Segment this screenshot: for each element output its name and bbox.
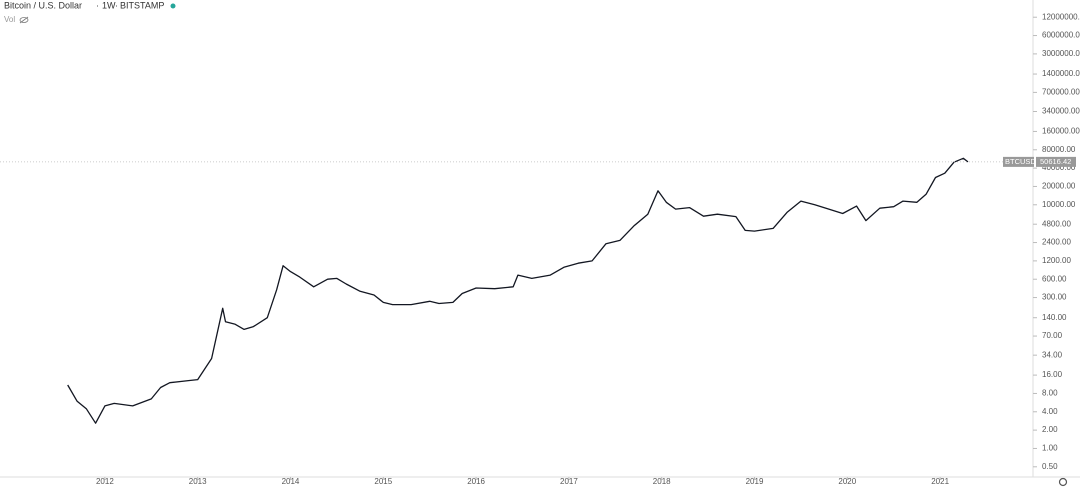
y-tick-label: 16.00 [1042,370,1063,379]
y-tick-label: 0.50 [1042,462,1058,471]
settings-icon[interactable] [1058,477,1068,487]
y-tick-label: 160000.00 [1042,127,1080,136]
separator: · [115,0,118,10]
chart-title: Bitcoin / U.S. Dollar [4,0,82,10]
last-price-label: 50616.42 [1040,157,1071,166]
y-tick-label: 1200.00 [1042,256,1071,265]
x-tick-label: 2014 [282,477,300,486]
status-dot [170,3,176,9]
y-tick-label: 700000.00 [1042,87,1080,96]
x-tick-label: 2018 [653,477,671,486]
x-tick-label: 2015 [374,477,392,486]
y-tick-label: 2400.00 [1042,238,1071,247]
interval: 1W [102,0,116,10]
x-tick-label: 2019 [746,477,764,486]
y-tick-label: 4800.00 [1042,219,1071,228]
y-tick-label: 140.00 [1042,313,1067,322]
x-tick-label: 2012 [96,477,114,486]
y-tick-label: 10000.00 [1042,200,1076,209]
y-tick-label: 300.00 [1042,293,1067,302]
series-name: BTCUSD [1005,157,1036,166]
x-tick-label: 2021 [931,477,949,486]
x-tick-label: 2016 [467,477,485,486]
y-tick-label: 40000.00 [1042,163,1076,172]
y-tick-label: 1.00 [1042,444,1058,453]
last-price-tag [1036,156,1076,167]
y-tick-label: 1400000.00 [1042,69,1080,78]
series-tag [1003,156,1034,167]
x-tick-label: 2017 [560,477,578,486]
y-tick-label: 20000.00 [1042,182,1076,191]
indicator[interactable]: Vol [4,15,15,24]
y-tick-label: 340000.00 [1042,107,1080,116]
y-tick-label: 12000000.00 [1042,12,1080,21]
y-tick-label: 80000.00 [1042,145,1076,154]
exchange: BITSTAMP [120,0,164,10]
y-tick-label: 3000000.00 [1042,49,1080,58]
separator: · [96,0,99,10]
y-tick-label: 6000000.00 [1042,31,1080,40]
price-line [67,157,969,424]
y-tick-label: 8.00 [1042,389,1058,398]
x-tick-label: 2020 [838,477,856,486]
hide-icon[interactable] [19,16,29,24]
y-tick-label: 70.00 [1042,331,1063,340]
y-tick-label: 600.00 [1042,274,1067,283]
y-tick-label: 4.00 [1042,407,1058,416]
x-tick-label: 2013 [189,477,207,486]
y-tick-label: 2.00 [1042,425,1058,434]
y-tick-label: 34.00 [1042,350,1063,359]
